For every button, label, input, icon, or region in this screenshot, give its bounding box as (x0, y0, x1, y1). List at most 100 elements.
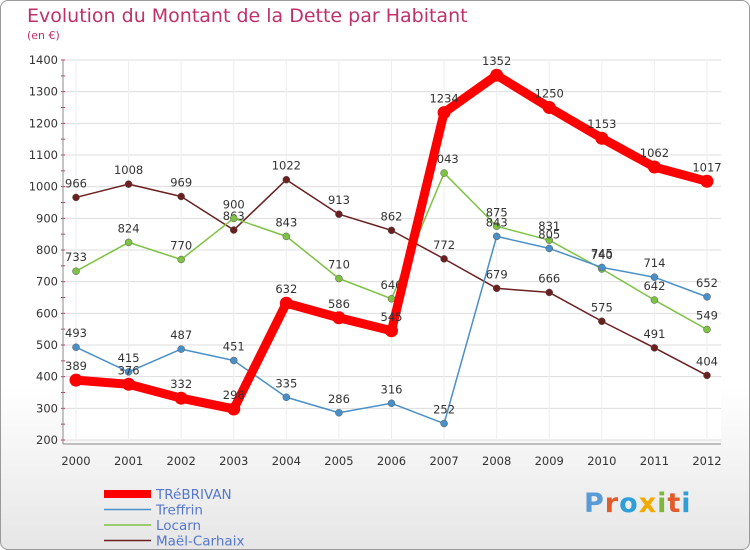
chart-title: Evolution du Montant de la Dette par Hab… (27, 5, 468, 27)
data-label: 1022 (272, 159, 301, 173)
data-point (335, 274, 343, 283)
x-tick-label: 2009 (535, 454, 564, 468)
x-tick-label: 2003 (219, 454, 248, 468)
data-point (650, 273, 659, 281)
y-tick-label: 1100 (29, 148, 58, 162)
data-label: 332 (170, 377, 192, 391)
data-point (122, 377, 136, 391)
legend-label: Treffrin (155, 503, 203, 519)
data-label: 862 (381, 209, 403, 223)
data-point (72, 193, 80, 202)
logo-letter: i (657, 488, 668, 519)
data-point (69, 373, 83, 387)
data-label: 493 (65, 326, 87, 340)
data-point (335, 409, 343, 417)
x-tick-label: 2002 (167, 454, 196, 468)
data-label: 1153 (587, 117, 616, 131)
data-point (282, 175, 291, 184)
data-label: 1352 (482, 54, 511, 68)
data-label: 805 (538, 227, 560, 241)
logo-letter: t (667, 488, 682, 519)
data-label: 710 (328, 258, 350, 272)
data-point (703, 293, 711, 301)
data-label: 843 (275, 215, 297, 229)
data-label: 714 (643, 256, 665, 270)
y-tick-label: 900 (36, 211, 58, 225)
data-point (177, 192, 185, 201)
logo-letter: x (638, 488, 658, 519)
data-label: 666 (538, 271, 560, 285)
data-point (700, 174, 714, 188)
data-point (492, 284, 501, 293)
x-tick-label: 2011 (640, 454, 669, 468)
logo-letter: i (681, 488, 692, 519)
data-point (227, 402, 241, 416)
data-point (279, 296, 293, 310)
data-label: 376 (118, 363, 140, 377)
data-point (545, 288, 553, 297)
data-point (230, 214, 238, 223)
data-label: 335 (275, 376, 297, 390)
logo-letter: r (604, 488, 620, 519)
data-point (332, 311, 346, 325)
y-tick-label: 500 (36, 338, 58, 352)
data-label: 679 (486, 267, 508, 281)
data-label: 545 (381, 310, 403, 324)
data-label: 969 (170, 175, 192, 189)
data-point (387, 295, 396, 303)
data-label: 575 (591, 300, 613, 314)
x-tick-label: 2012 (692, 454, 721, 468)
x-tick-label: 2007 (429, 454, 458, 468)
data-point (650, 296, 659, 304)
x-tick-label: 2006 (377, 454, 406, 468)
data-label: 824 (118, 221, 140, 235)
data-point (72, 343, 80, 351)
y-tick-label: 1300 (29, 85, 58, 99)
series-1: 493 415 487 451 335 286 316 252 843 805 745 714 652 (65, 215, 718, 428)
data-point (385, 324, 398, 338)
y-tick-label: 800 (36, 243, 58, 257)
data-point (335, 210, 343, 218)
data-point (703, 325, 711, 334)
data-label: 770 (170, 239, 192, 253)
data-label: 646 (381, 278, 403, 292)
data-point (595, 131, 609, 145)
data-point (437, 106, 451, 120)
chart-subtitle: (en €) (27, 29, 60, 42)
data-label: 252 (433, 403, 455, 417)
data-point (703, 371, 711, 380)
data-label: 745 (591, 246, 613, 260)
data-point (124, 180, 133, 188)
data-label: 415 (118, 351, 140, 365)
data-point (650, 344, 659, 352)
data-label: 286 (328, 392, 350, 406)
data-point (598, 263, 606, 272)
data-label: 1250 (535, 87, 564, 101)
data-label: 1062 (640, 146, 669, 160)
data-label: 966 (65, 176, 87, 190)
data-point (174, 391, 188, 405)
series-3: 9661008969863102291386277267966657549140… (65, 159, 718, 380)
data-label: 487 (170, 328, 192, 342)
y-tick-label: 1400 (29, 53, 58, 67)
data-point (177, 345, 185, 353)
y-tick-label: 400 (36, 370, 58, 384)
data-point (282, 393, 291, 401)
legend-label: TRéBRIVAN (155, 487, 232, 503)
data-point (230, 226, 238, 234)
data-point (490, 68, 504, 82)
data-label: 1234 (429, 92, 458, 106)
data-label: 740 (591, 248, 613, 262)
logo-letter: o (619, 488, 639, 519)
data-point (545, 244, 553, 253)
data-label: 831 (538, 219, 560, 233)
legend-label: Locarn (156, 518, 201, 534)
data-point (124, 368, 133, 376)
y-tick-label: 200 (36, 433, 58, 447)
data-label: 586 (328, 297, 350, 311)
x-tick-label: 2008 (482, 454, 511, 468)
plot-area: 200 300 400 500 600 700 800 900 1000 1100 1200 1300… (29, 53, 722, 468)
data-label: 1017 (692, 160, 721, 174)
data-label: 298 (223, 388, 245, 402)
